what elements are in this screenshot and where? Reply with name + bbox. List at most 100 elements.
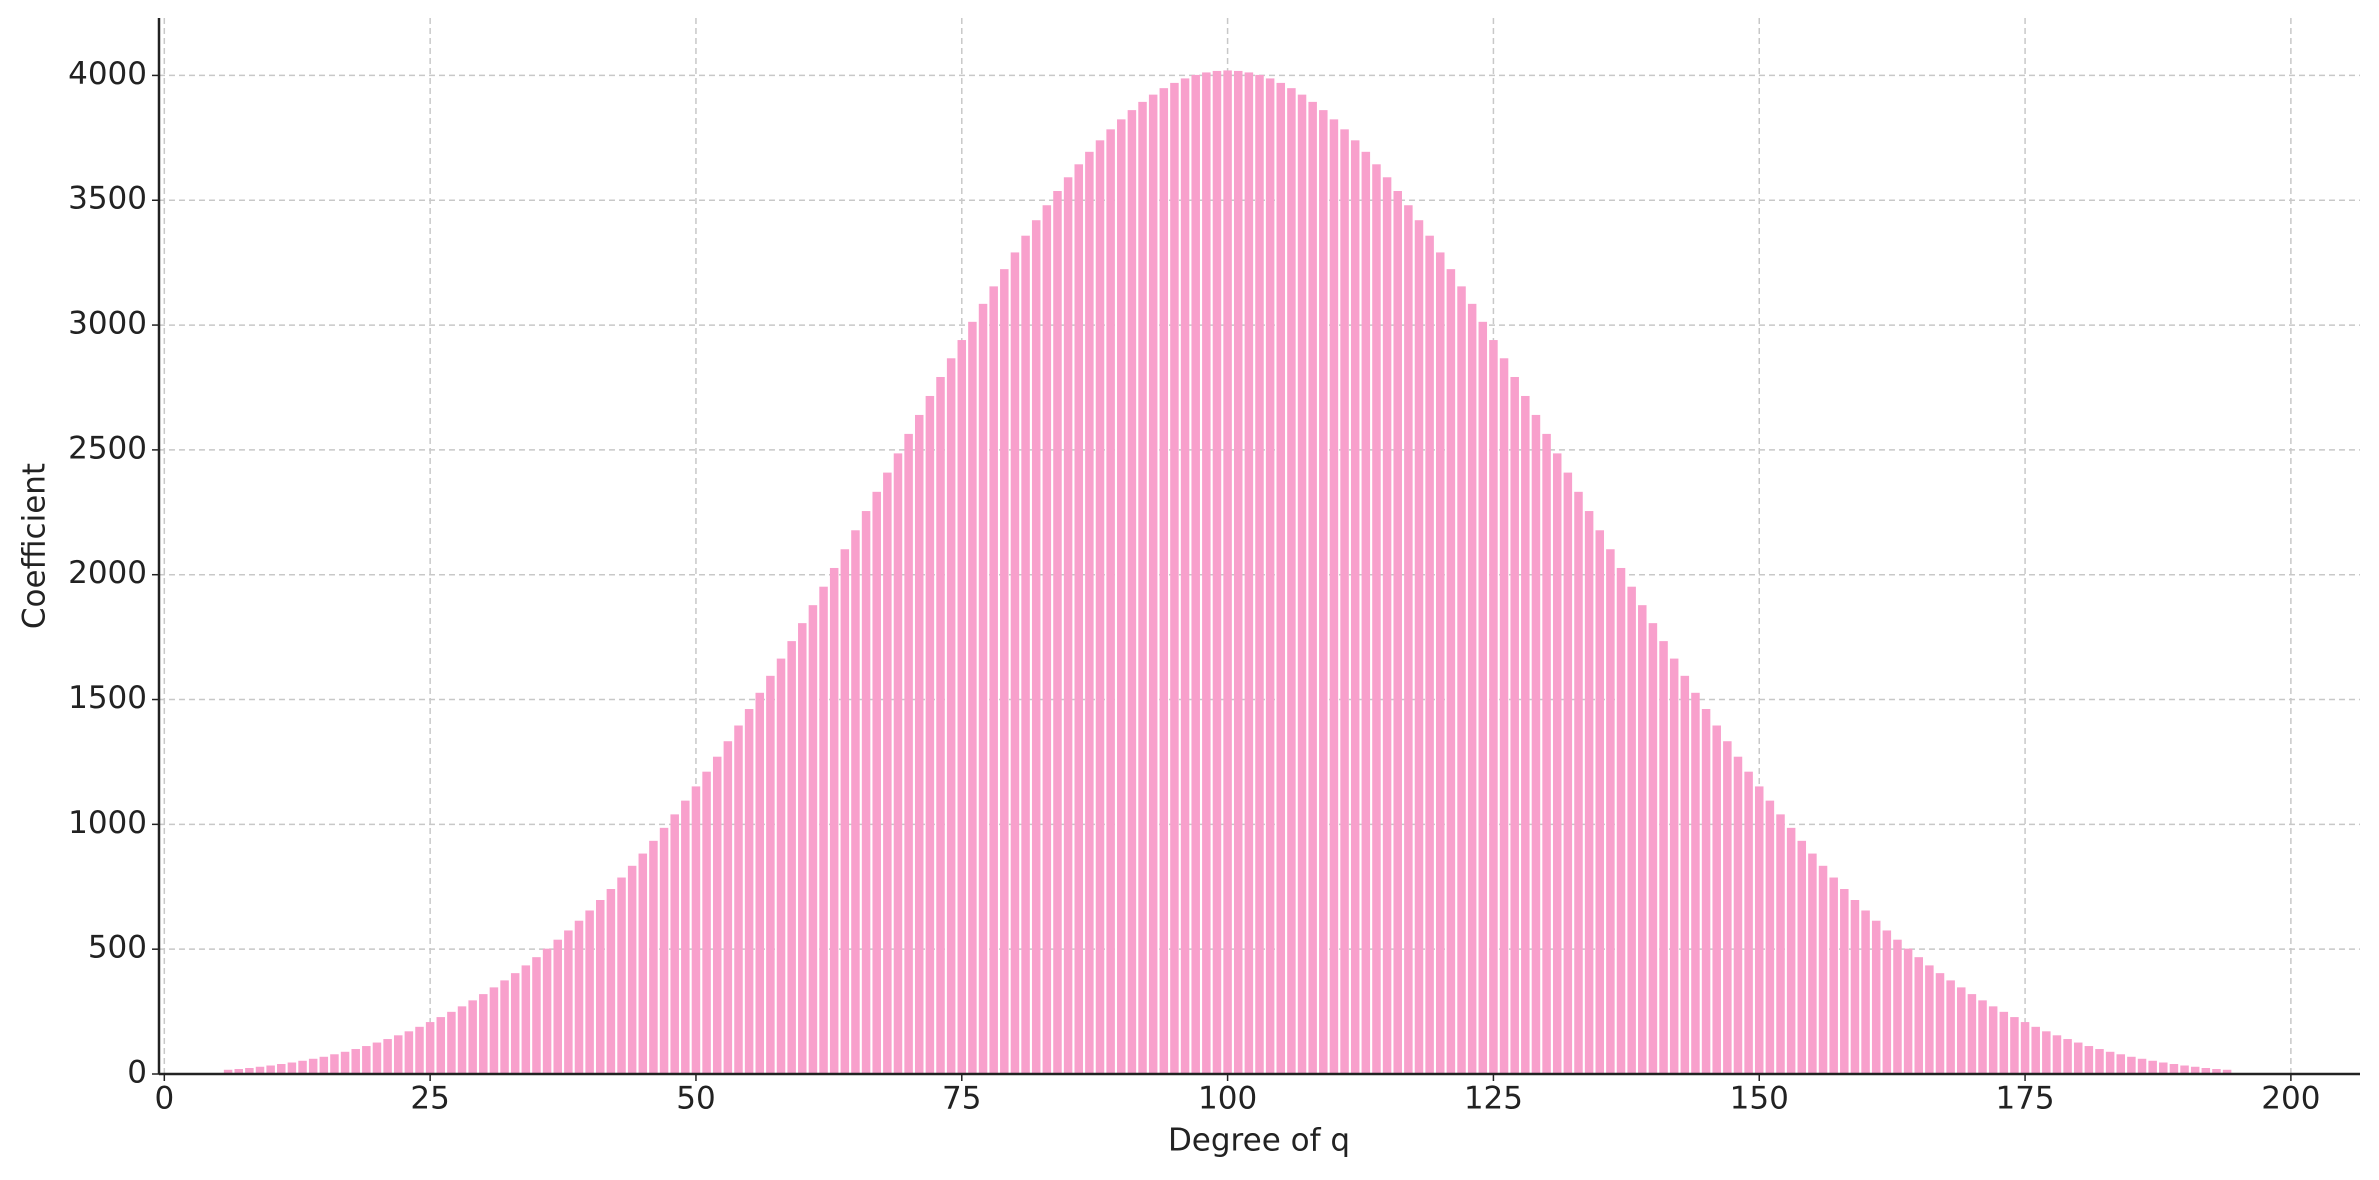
y-tick-label: 0 — [127, 1055, 147, 1091]
bar — [1797, 840, 1807, 1074]
bar — [1882, 930, 1892, 1074]
bar — [904, 433, 913, 1075]
bar — [2105, 1051, 2115, 1074]
bar — [436, 1017, 446, 1074]
bar — [2222, 1069, 2232, 1074]
bar — [1053, 191, 1062, 1074]
bar — [1159, 88, 1169, 1075]
bar — [883, 472, 892, 1074]
bar — [1457, 286, 1466, 1075]
bar — [1563, 472, 1573, 1074]
bar — [1765, 800, 1775, 1074]
bar — [1754, 786, 1764, 1074]
bar — [1988, 1006, 1998, 1074]
bar — [2190, 1066, 2200, 1074]
bar — [1265, 78, 1275, 1074]
bar — [2212, 1069, 2221, 1074]
x-tick-label: 100 — [1198, 1081, 1257, 1117]
bar — [319, 1056, 329, 1074]
y-tick-label: 2500 — [68, 430, 147, 466]
y-tick-label: 4000 — [68, 56, 147, 92]
bar — [245, 1068, 254, 1074]
bar — [1393, 191, 1402, 1074]
bar — [1521, 395, 1530, 1074]
bar — [468, 1000, 477, 1074]
bar — [2020, 1022, 2030, 1074]
bar — [277, 1064, 286, 1074]
x-tick-label: 175 — [1995, 1081, 2054, 1117]
bar — [1404, 205, 1413, 1075]
bar — [1372, 164, 1381, 1074]
bar — [2116, 1054, 2126, 1074]
bar — [1063, 177, 1073, 1075]
bar — [1659, 641, 1668, 1074]
bar — [1840, 889, 1849, 1074]
bar — [447, 1011, 456, 1074]
bar — [500, 980, 509, 1074]
bar — [255, 1066, 265, 1074]
bar — [1010, 252, 1020, 1075]
bar — [596, 899, 605, 1074]
bar — [787, 641, 796, 1074]
bar — [1414, 220, 1424, 1074]
bar — [1531, 414, 1541, 1074]
bar — [1361, 151, 1371, 1074]
bar — [2010, 1017, 2019, 1074]
bar — [1829, 877, 1838, 1074]
bar — [521, 965, 531, 1074]
bar — [1967, 994, 1977, 1074]
bar — [351, 1049, 360, 1074]
bar — [2127, 1056, 2136, 1074]
bar — [2148, 1060, 2157, 1074]
bar — [1925, 965, 1934, 1074]
x-tick-label: 0 — [154, 1081, 174, 1117]
bar — [2063, 1039, 2072, 1074]
bar — [1127, 110, 1137, 1075]
x-tick-label: 25 — [410, 1081, 449, 1117]
bar — [1297, 94, 1307, 1075]
bar — [2137, 1058, 2147, 1074]
bar — [1436, 252, 1445, 1075]
bar — [266, 1065, 275, 1074]
bar — [606, 889, 616, 1074]
bar — [1595, 530, 1605, 1074]
bar — [936, 376, 945, 1074]
bar — [1138, 101, 1147, 1074]
bar — [1244, 72, 1254, 1075]
bar — [1542, 433, 1551, 1075]
x-axis-label: Degree of q — [1168, 1123, 1350, 1159]
bar — [2169, 1064, 2179, 1074]
bar — [1850, 899, 1860, 1074]
bar — [1616, 567, 1626, 1074]
bar — [308, 1058, 318, 1074]
bar — [1042, 205, 1052, 1075]
bar — [2052, 1035, 2062, 1074]
bar — [2073, 1042, 2083, 1074]
bar — [1031, 220, 1041, 1074]
y-tick-label: 3500 — [68, 181, 147, 217]
bar — [1648, 623, 1658, 1074]
bar — [287, 1062, 297, 1074]
bar — [457, 1006, 467, 1074]
y-axis-label: Coefficient — [17, 463, 53, 629]
x-tick-label: 200 — [2261, 1081, 2320, 1117]
bar — [1170, 82, 1179, 1075]
bar — [957, 340, 967, 1074]
bar — [1180, 78, 1190, 1074]
bar — [510, 973, 520, 1074]
bar — [489, 987, 499, 1074]
bar — [1776, 814, 1785, 1074]
bar — [404, 1031, 414, 1074]
bar — [1191, 74, 1200, 1075]
bar — [425, 1022, 435, 1074]
bar — [617, 877, 626, 1074]
bar — [1903, 948, 1913, 1074]
bar — [649, 840, 658, 1074]
bar — [1276, 82, 1286, 1075]
bar — [1712, 725, 1721, 1074]
y-tick-label: 500 — [88, 930, 147, 966]
bar — [1914, 957, 1923, 1074]
bar — [659, 827, 669, 1074]
